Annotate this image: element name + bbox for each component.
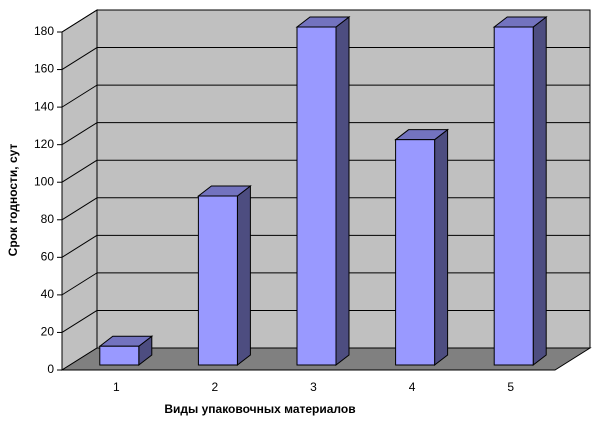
grid-line [61,159,98,183]
grid-line [61,84,98,108]
x-tick-label: 2 [212,380,219,394]
grid-line [61,9,98,33]
bar-side [434,128,449,367]
y-tick-label: 0 [47,362,54,376]
bar [296,26,337,366]
x-axis-title: Виды упаковочных материалов [164,402,355,416]
bar-side [236,184,251,367]
bar [99,345,140,366]
grid-line [61,310,98,333]
grid-line [61,272,98,296]
y-tick-label: 40 [41,287,55,301]
grid-line [61,122,98,146]
x-tick-label: 1 [113,380,120,394]
y-tick-label: 160 [34,62,54,76]
y-tick-label: 80 [41,212,55,226]
x-tick-label: 4 [409,380,416,394]
grid-line [61,197,98,221]
bar [493,26,534,366]
y-tick-label: 180 [34,24,54,38]
grid-line [61,47,98,70]
bar-side [335,15,350,367]
bar [197,195,238,366]
grid-line [61,234,98,258]
x-tick-label: 5 [507,380,514,394]
y-tick-label: 100 [34,174,54,188]
bar-side [532,15,547,367]
bar [395,139,436,366]
side-wall [61,9,98,371]
x-tick-label: 3 [310,380,317,394]
y-tick-label: 120 [34,137,54,151]
y-tick-label: 140 [34,99,54,113]
y-axis-title: Срок годности, сут [6,144,20,257]
y-tick-label: 20 [41,325,55,339]
y-tick-label: 60 [41,250,55,264]
